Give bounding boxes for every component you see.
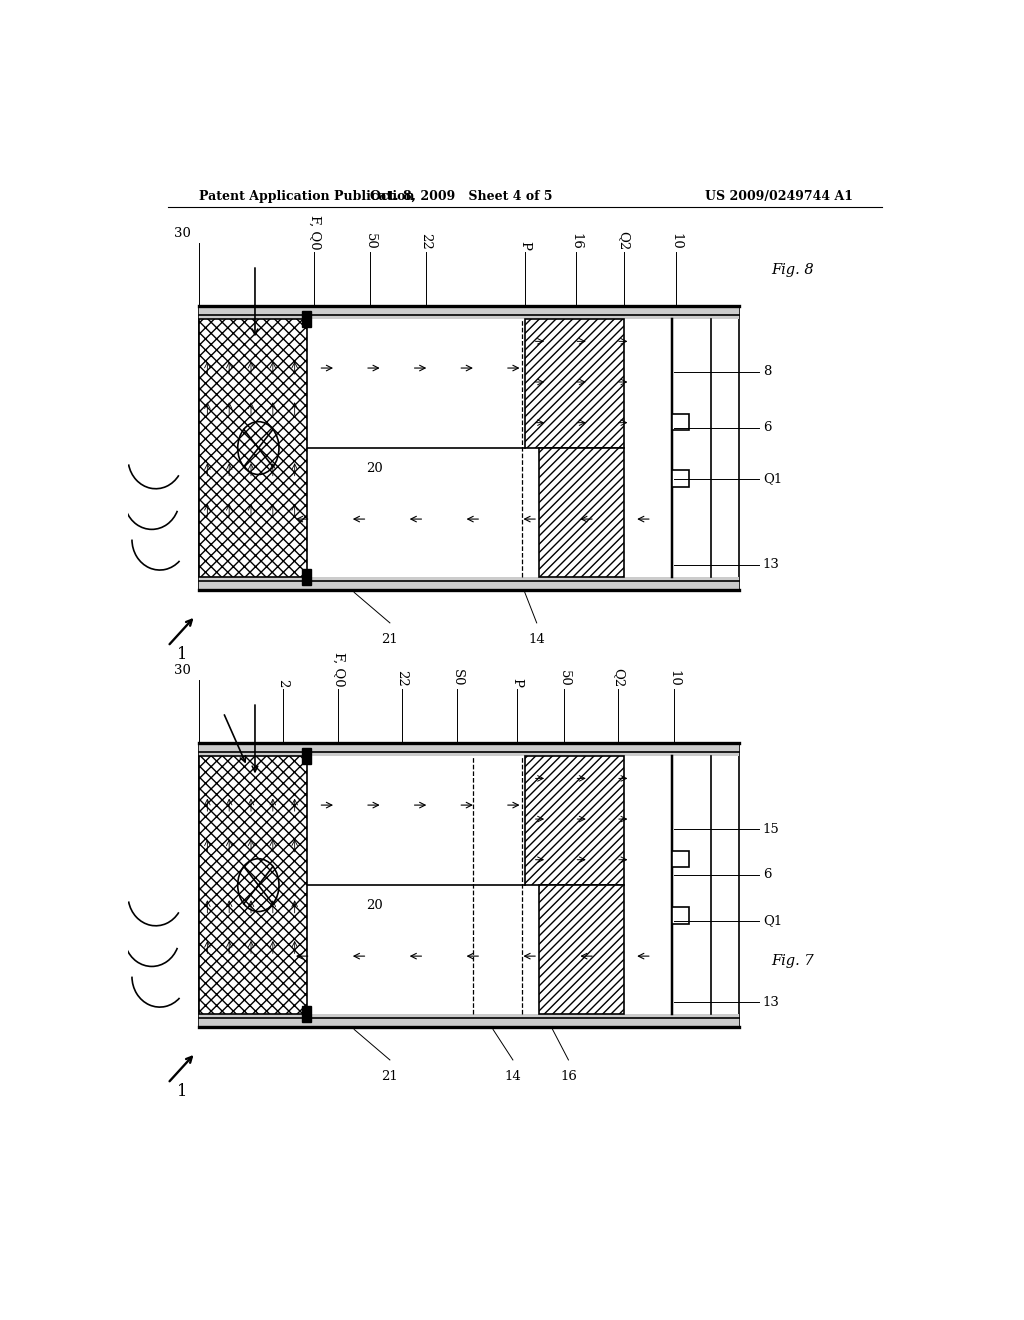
Text: P: P [510,678,523,686]
Text: 21: 21 [382,634,398,645]
Text: 1: 1 [177,1084,187,1101]
Bar [302,312,311,327]
Bar [672,413,689,430]
Text: 10: 10 [669,234,682,249]
Text: Q2: Q2 [612,668,625,686]
Text: Q2: Q2 [617,231,631,249]
Text: 10: 10 [668,671,681,686]
Bar [200,319,306,577]
Text: 30: 30 [173,227,190,240]
Bar [524,319,624,447]
Text: Oct. 8, 2009   Sheet 4 of 5: Oct. 8, 2009 Sheet 4 of 5 [370,190,553,202]
Text: 20: 20 [366,462,382,475]
Text: Q1: Q1 [763,915,782,927]
Text: 30: 30 [173,664,190,677]
Bar [539,886,624,1014]
Bar [200,306,739,590]
Bar [524,756,624,886]
Bar [672,470,689,487]
Text: 16: 16 [560,1071,577,1084]
Text: 13: 13 [763,558,779,572]
Text: 1: 1 [177,647,187,663]
Bar [672,907,689,924]
Bar [200,756,306,1014]
Text: 14: 14 [505,1071,521,1084]
Text: 6: 6 [763,869,771,882]
Text: 8: 8 [763,366,771,379]
Bar [200,1014,739,1027]
Bar [539,447,624,577]
Bar [200,743,739,756]
Text: Fig. 8: Fig. 8 [771,263,813,277]
Text: S0: S0 [451,669,464,686]
Bar [200,306,739,319]
Bar [302,569,311,585]
Text: 22: 22 [395,671,409,686]
Text: US 2009/0249744 A1: US 2009/0249744 A1 [705,190,853,202]
Text: 16: 16 [570,234,583,249]
Text: Fig. 7: Fig. 7 [771,954,813,969]
Bar [200,577,739,590]
Bar [302,748,311,764]
Text: 2: 2 [276,678,289,686]
Text: P: P [518,240,531,249]
Text: 21: 21 [382,1071,398,1084]
Text: F, Q0: F, Q0 [308,215,321,249]
Text: 13: 13 [763,995,779,1008]
Text: F, Q0: F, Q0 [332,652,345,686]
Text: 50: 50 [558,671,571,686]
Text: 50: 50 [364,234,377,249]
Text: Patent Application Publication: Patent Application Publication [200,190,415,202]
Text: Q1: Q1 [763,473,782,484]
Bar [200,743,739,1027]
Text: 14: 14 [528,634,545,645]
Bar [672,850,689,867]
Text: 6: 6 [763,421,771,434]
Text: 22: 22 [419,234,432,249]
Text: 15: 15 [763,822,779,836]
Bar [302,1006,311,1022]
Text: 20: 20 [366,899,382,912]
